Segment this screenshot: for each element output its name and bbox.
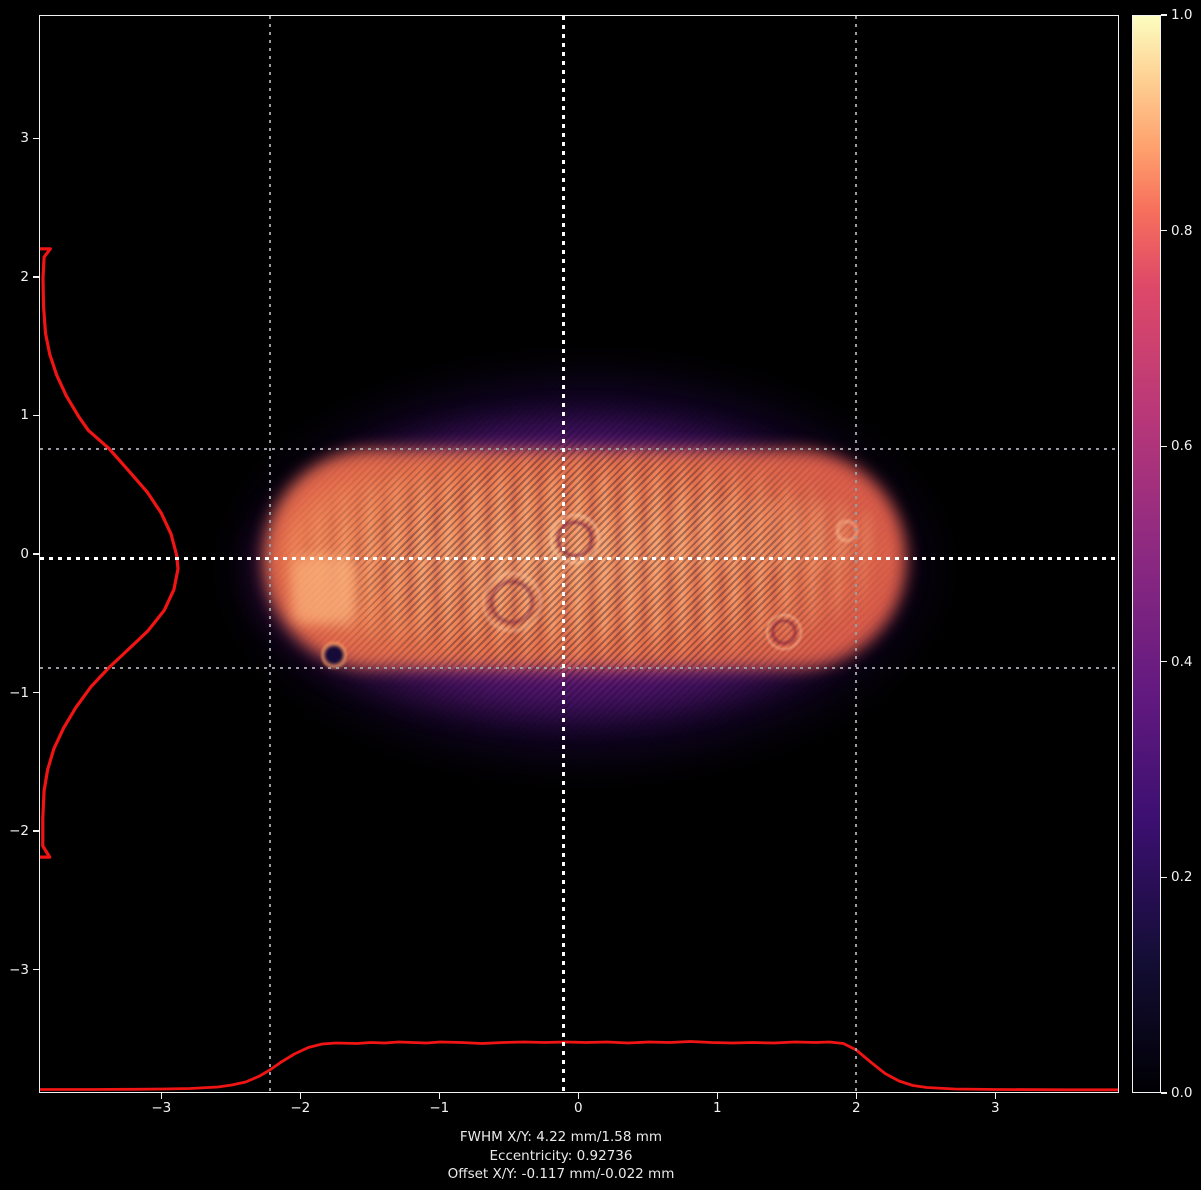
beam-center-crosshair-horizontal (40, 556, 1118, 560)
fwhm-marker-line-horizontal (40, 666, 1118, 669)
offset-readout: Offset X/Y: -0.117 mm/-0.022 mm (447, 1166, 675, 1182)
y-axis-tick-label: −1 (9, 684, 29, 701)
measurement-readout: FWHM X/Y: 4.22 mm/1.58 mm Eccentricity: … (448, 1128, 675, 1184)
y-axis-tick (33, 276, 39, 278)
diffraction-ring (764, 612, 804, 652)
y-axis-tick (33, 830, 39, 832)
colorbar-tick-label: 0.6 (1171, 438, 1193, 455)
eccentricity-readout: Eccentricity: 0.92736 (489, 1147, 633, 1164)
y-axis-tick-label: 3 (20, 130, 29, 147)
beam-intensity-map (39, 15, 1119, 1093)
x-axis-tick (438, 1093, 440, 1099)
y-axis-tick (33, 691, 39, 694)
y-axis-tick-label: 1 (20, 407, 29, 424)
x-axis-tick (855, 1093, 857, 1099)
diffraction-ring (544, 508, 606, 570)
beam-center-crosshair-vertical (561, 16, 565, 1092)
x-axis-tick-label: 1 (713, 1100, 722, 1116)
x-axis-tick-label: 3 (990, 1100, 1000, 1116)
x-axis-tick (994, 1093, 996, 1099)
x-axis-tick-label: 2 (852, 1100, 861, 1116)
y-axis-tick (33, 137, 39, 139)
x-axis-tick (716, 1093, 718, 1099)
fwhm-marker-line-vertical (268, 16, 271, 1092)
colorbar-tick-label: 0.4 (1171, 653, 1193, 670)
colorbar (1132, 15, 1161, 1093)
colorbar-tick-label: 0.0 (1171, 1085, 1193, 1101)
beam-hotspot (292, 556, 356, 624)
y-axis-tick-label: 2 (20, 268, 29, 285)
y-axis-tick-label: 0 (20, 546, 29, 562)
y-axis-tick (33, 553, 39, 555)
beam-fringe-streaks (600, 496, 880, 576)
colorbar-tick (1161, 1092, 1167, 1094)
x-profile-curve (40, 1040, 1118, 1092)
colorbar-tick (1161, 661, 1167, 663)
y-axis-tick-label: −2 (9, 823, 29, 840)
colorbar-tick (1161, 14, 1167, 16)
colorbar-tick (1161, 445, 1167, 447)
colorbar-tick (1161, 229, 1167, 232)
marginal-profile-curves (40, 247, 1118, 1092)
x-axis-tick (299, 1093, 301, 1099)
beam-dark-blemish (321, 640, 347, 670)
y-axis-tick (33, 968, 39, 971)
fwhm-marker-line-horizontal (40, 447, 1118, 450)
diffraction-ring (476, 566, 548, 638)
y-profile-curve (40, 247, 180, 859)
colorbar-tick-label: 1.0 (1171, 7, 1193, 23)
x-axis-tick (577, 1093, 579, 1099)
x-axis-tick-label: 0 (574, 1100, 583, 1116)
fwhm-readout: FWHM X/Y: 4.22 mm/1.58 mm (459, 1129, 663, 1145)
x-axis-tick-label: −1 (429, 1100, 450, 1116)
y-axis-tick-label: −3 (9, 961, 29, 978)
x-axis-tick (160, 1093, 162, 1099)
colorbar-tick (1161, 876, 1167, 879)
fwhm-marker-line-vertical (855, 16, 858, 1092)
colorbar-tick-label: 0.2 (1171, 869, 1193, 886)
x-axis-tick-label: −2 (290, 1100, 311, 1116)
y-axis-tick (33, 414, 39, 417)
colorbar-tick-label: 0.8 (1171, 222, 1193, 239)
x-axis-tick-label: −3 (151, 1100, 172, 1116)
